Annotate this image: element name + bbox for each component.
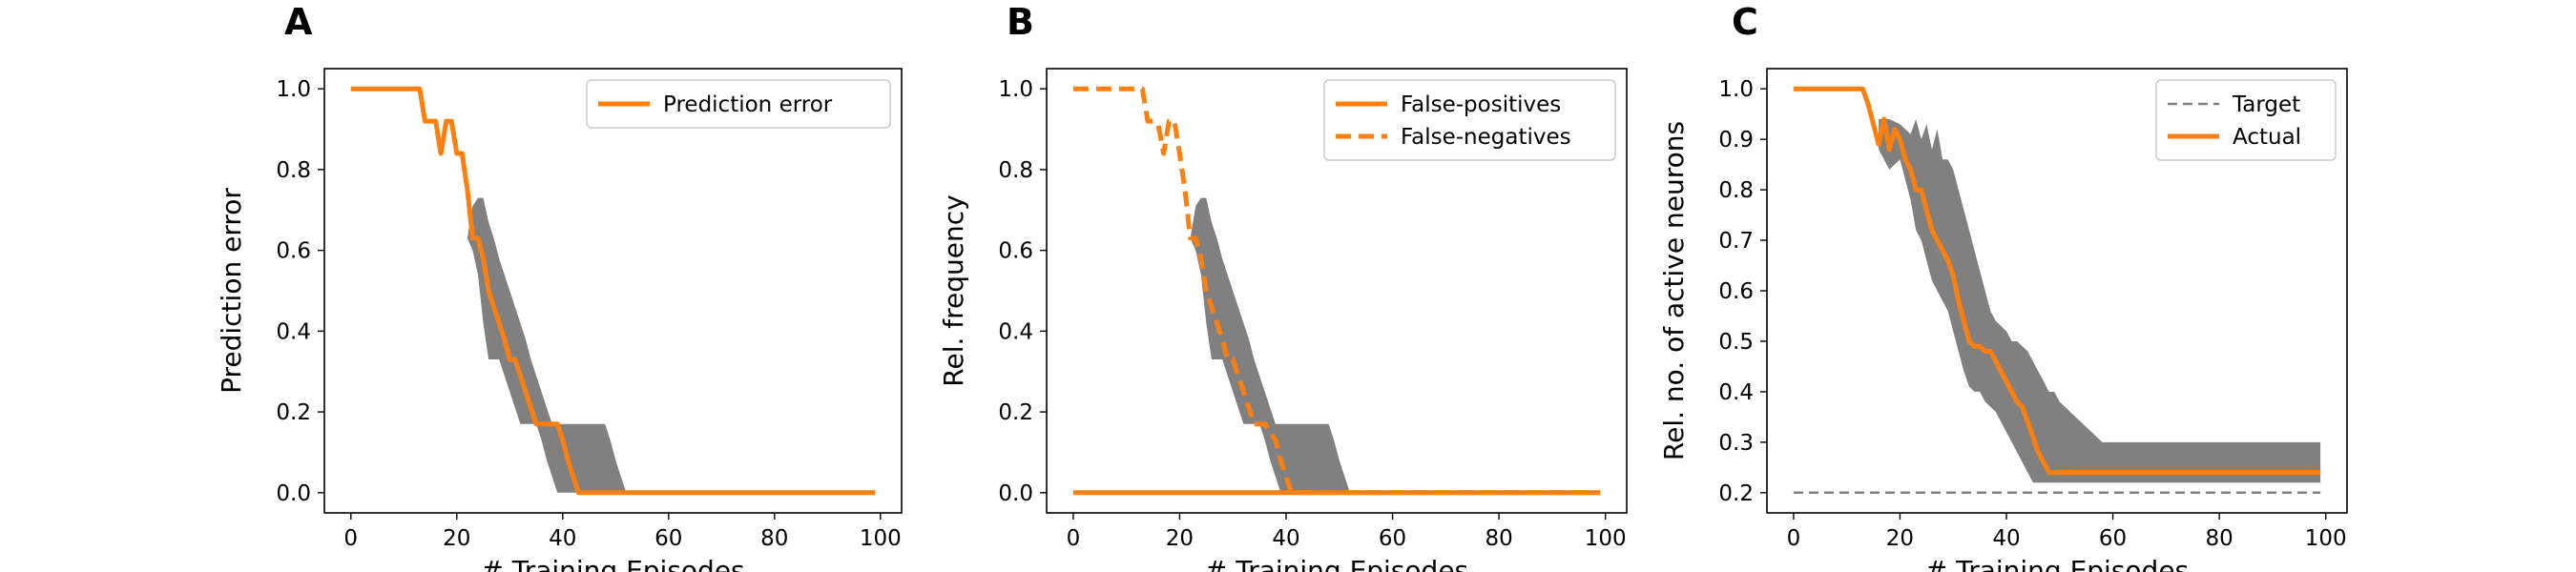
panel-letter: B bbox=[1007, 1, 1034, 43]
y-tick-label: 0.6 bbox=[998, 239, 1033, 264]
y-axis-label: Rel. frequency bbox=[938, 194, 969, 386]
x-tick-label: 20 bbox=[1166, 526, 1194, 551]
x-tick-label: 40 bbox=[1272, 526, 1299, 551]
legend-entry-label: False-negatives bbox=[1401, 125, 1571, 150]
legend-box bbox=[1323, 79, 1616, 161]
x-tick-label: 0 bbox=[1787, 526, 1801, 551]
y-tick-label: 1.0 bbox=[276, 77, 311, 102]
x-tick-label: 60 bbox=[2099, 526, 2127, 551]
y-tick-label: 0.3 bbox=[1718, 431, 1754, 456]
y-tick-label: 1.0 bbox=[998, 77, 1033, 102]
y-tick-label: 0.6 bbox=[276, 239, 311, 264]
x-tick-label: 20 bbox=[443, 526, 470, 551]
legend: False-positives False-negatives bbox=[1323, 79, 1616, 161]
y-tick-label: 0.4 bbox=[276, 319, 311, 344]
y-tick-label: 0.8 bbox=[998, 158, 1033, 183]
y-tick-label: 0.4 bbox=[998, 319, 1033, 344]
y-tick-label: 1.0 bbox=[1718, 77, 1754, 102]
x-axis-label: # Training Episodes bbox=[481, 555, 744, 572]
y-tick-label: 0.6 bbox=[1718, 279, 1754, 304]
y-axis-label: Rel. no. of active neurons bbox=[1658, 121, 1690, 460]
y-tick-label: 0.5 bbox=[1718, 330, 1754, 355]
legend-entry-label: False-positives bbox=[1401, 92, 1561, 117]
series-line-prediction-error bbox=[350, 86, 876, 496]
x-tick-label: 60 bbox=[654, 526, 682, 551]
x-tick-label: 0 bbox=[343, 526, 358, 551]
legend-entry-label: Target bbox=[2232, 92, 2300, 117]
x-axis-label: # Training Episodes bbox=[1205, 555, 1468, 572]
legend-box bbox=[586, 79, 891, 129]
y-tick-label: 0.0 bbox=[998, 481, 1033, 506]
x-tick-label: 40 bbox=[1992, 526, 2020, 551]
legend: Target Actual bbox=[2155, 79, 2337, 161]
legend-box bbox=[2155, 79, 2337, 161]
x-axis-label: # Training Episodes bbox=[1925, 555, 2189, 572]
x-tick-label: 100 bbox=[2305, 526, 2347, 551]
y-axis-label: Prediction error bbox=[216, 188, 247, 394]
y-tick-label: 0.8 bbox=[1718, 178, 1754, 203]
x-tick-label: 80 bbox=[1485, 526, 1512, 551]
axes-frame bbox=[1046, 68, 1628, 514]
y-tick-label: 0.2 bbox=[998, 400, 1033, 425]
axes-frame bbox=[323, 68, 903, 514]
x-tick-label: 20 bbox=[1886, 526, 1914, 551]
series-line-actual bbox=[1793, 86, 2321, 476]
legend-entry-label: Actual bbox=[2233, 125, 2301, 150]
x-tick-label: 60 bbox=[1379, 526, 1406, 551]
x-tick-label: 100 bbox=[1585, 526, 1627, 551]
confidence-band bbox=[1879, 119, 2321, 483]
confidence-band bbox=[1190, 197, 1350, 493]
y-tick-label: 0.2 bbox=[276, 400, 311, 425]
y-tick-label: 0.9 bbox=[1718, 128, 1754, 153]
chart-panel-a: 0 20 40 60 80 100 0.0 0.2 0.4 0.6 0.8 1.0 # Training… bbox=[216, 1, 903, 572]
y-tick-label: 0.7 bbox=[1718, 229, 1754, 254]
panel-letter: C bbox=[1732, 1, 1758, 43]
panel-letter: A bbox=[284, 1, 313, 43]
confidence-band bbox=[467, 197, 627, 493]
x-tick-label: 80 bbox=[760, 526, 788, 551]
x-tick-label: 100 bbox=[860, 526, 902, 551]
chart-panel-b: 0 20 40 60 80 100 0.0 0.2 0.4 0.6 0.8 1.0 # Training… bbox=[938, 1, 1628, 572]
y-tick-label: 0.4 bbox=[1718, 380, 1754, 405]
series-line-false-negatives bbox=[1072, 86, 1601, 496]
x-tick-label: 40 bbox=[549, 526, 576, 551]
y-tick-label: 0.8 bbox=[276, 158, 311, 183]
chart-panel-c: 0 20 40 60 80 100 0.2 0.3 0.4 0.5 0.6 0.7 0.8 0.9 1.0 #… bbox=[1658, 1, 2348, 572]
x-tick-label: 0 bbox=[1067, 526, 1081, 551]
y-tick-label: 0.0 bbox=[276, 481, 311, 506]
y-tick-label: 0.2 bbox=[1718, 481, 1754, 506]
legend: Prediction error bbox=[586, 79, 891, 129]
legend-entry-label: Prediction error bbox=[663, 92, 833, 117]
x-tick-label: 80 bbox=[2205, 526, 2233, 551]
